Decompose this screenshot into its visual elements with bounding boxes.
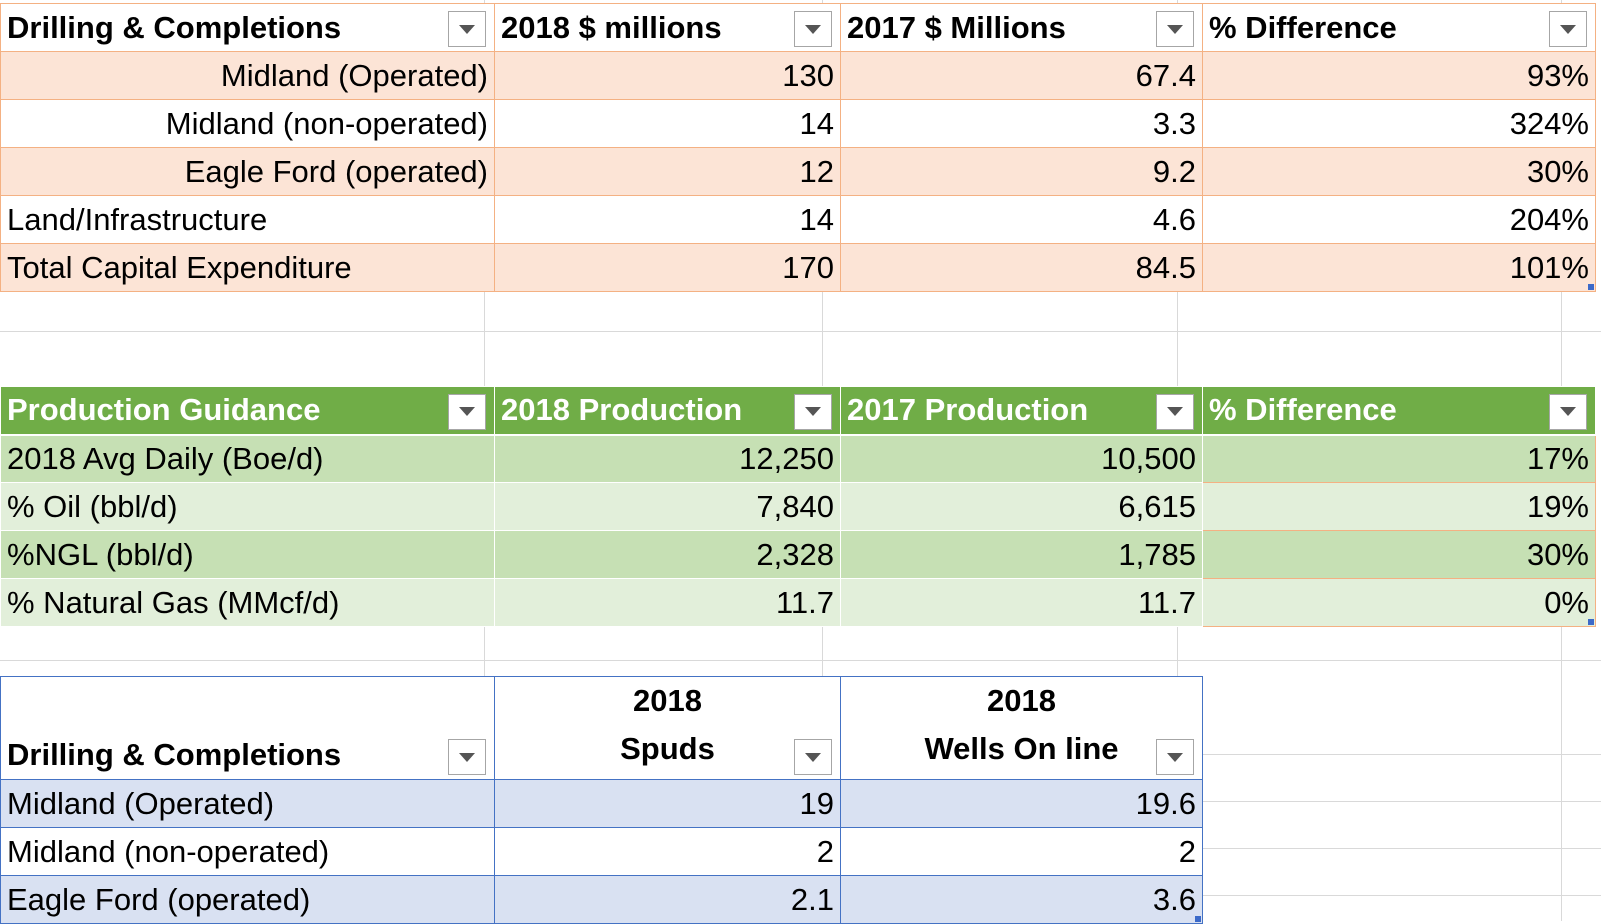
capex-header-cell[interactable]: % Difference (1202, 3, 1596, 52)
table-row: Midland (Operated) 130 67.4 93% (0, 51, 1596, 100)
table-row: Eagle Ford (operated) 2.1 3.6 (0, 875, 1203, 924)
value-cell[interactable]: 84.5 (840, 243, 1203, 292)
value-cell[interactable]: 67.4 (840, 51, 1203, 100)
wells-header-cell[interactable]: 2018 Spuds (494, 676, 841, 780)
production-header-row: Production Guidance 2018 Production 2017… (0, 386, 1596, 436)
capex-table: Drilling & Completions 2018 $ millions 2… (0, 3, 1596, 292)
production-header-cell[interactable]: % Difference (1202, 386, 1596, 436)
row-label-cell[interactable]: Total Capital Expenditure (0, 243, 495, 292)
filter-dropdown-icon[interactable] (794, 11, 832, 47)
row-label-cell[interactable]: 2018 Avg Daily (Boe/d) (0, 434, 495, 483)
value-cell[interactable]: 17% (1202, 434, 1596, 483)
value-cell[interactable]: 4.6 (840, 195, 1203, 244)
production-table: Production Guidance 2018 Production 2017… (0, 386, 1596, 627)
filter-dropdown-icon[interactable] (1549, 11, 1587, 47)
wells-header-cell[interactable]: Drilling & Completions (0, 676, 495, 780)
value-cell[interactable]: 130 (494, 51, 841, 100)
value-cell[interactable]: 30% (1202, 530, 1596, 579)
table-row: Land/Infrastructure 14 4.6 204% (0, 195, 1596, 244)
value-cell[interactable]: 11.7 (840, 578, 1203, 627)
table-row: Midland (non-operated) 2 2 (0, 827, 1203, 876)
value-cell[interactable]: 1,785 (840, 530, 1203, 579)
capex-header-cell[interactable]: 2018 $ millions (494, 3, 841, 52)
production-header-cell[interactable]: Production Guidance (0, 386, 495, 436)
row-label-cell[interactable]: %NGL (bbl/d) (0, 530, 495, 579)
wells-header-row: Drilling & Completions 2018 Spuds 2018 Wel… (0, 676, 1203, 780)
production-header-cell[interactable]: 2018 Production (494, 386, 841, 436)
capex-header-cell[interactable]: Drilling & Completions (0, 3, 495, 52)
value-cell[interactable]: 101% (1202, 243, 1596, 292)
filter-dropdown-icon[interactable] (1549, 393, 1587, 430)
value-cell[interactable]: 2 (494, 827, 841, 876)
value-cell[interactable]: 93% (1202, 51, 1596, 100)
value-cell[interactable]: 204% (1202, 195, 1596, 244)
value-cell[interactable]: 324% (1202, 99, 1596, 148)
table-row: 2018 Avg Daily (Boe/d) 12,250 10,500 17% (0, 434, 1596, 483)
filter-dropdown-icon[interactable] (1156, 739, 1194, 775)
row-label-cell[interactable]: Midland (non-operated) (0, 827, 495, 876)
filter-dropdown-icon[interactable] (448, 739, 486, 775)
row-label-cell[interactable]: Eagle Ford (operated) (0, 147, 495, 196)
row-label-cell[interactable]: % Natural Gas (MMcf/d) (0, 578, 495, 627)
value-cell[interactable]: 6,615 (840, 482, 1203, 531)
value-cell[interactable]: 14 (494, 195, 841, 244)
row-label-cell[interactable]: Eagle Ford (operated) (0, 875, 495, 924)
table-row: % Oil (bbl/d) 7,840 6,615 19% (0, 482, 1596, 531)
table-row: Total Capital Expenditure 170 84.5 101% (0, 243, 1596, 292)
filter-dropdown-icon[interactable] (1156, 11, 1194, 47)
value-cell[interactable]: 19% (1202, 482, 1596, 531)
value-cell[interactable]: 30% (1202, 147, 1596, 196)
wells-table: Drilling & Completions 2018 Spuds 2018 Wel… (0, 676, 1203, 924)
table-row: % Natural Gas (MMcf/d) 11.7 11.7 0% (0, 578, 1596, 627)
table-row: %NGL (bbl/d) 2,328 1,785 30% (0, 530, 1596, 579)
row-label-cell[interactable]: Land/Infrastructure (0, 195, 495, 244)
filter-dropdown-icon[interactable] (794, 739, 832, 775)
filter-dropdown-icon[interactable] (448, 11, 486, 47)
table-row: Eagle Ford (operated) 12 9.2 30% (0, 147, 1596, 196)
value-cell[interactable]: 19.6 (840, 779, 1203, 828)
value-cell[interactable]: 7,840 (494, 482, 841, 531)
value-cell[interactable]: 2 (840, 827, 1203, 876)
filter-dropdown-icon[interactable] (794, 393, 832, 430)
filter-dropdown-icon[interactable] (1156, 393, 1194, 430)
table-resize-handle-icon[interactable] (1588, 284, 1594, 290)
table-row: Midland (non-operated) 14 3.3 324% (0, 99, 1596, 148)
value-cell[interactable]: 2.1 (494, 875, 841, 924)
row-label-cell[interactable]: Midland (Operated) (0, 779, 495, 828)
wells-header-cell[interactable]: 2018 Wells On line (840, 676, 1203, 780)
value-cell[interactable]: 0% (1202, 578, 1596, 627)
value-cell[interactable]: 11.7 (494, 578, 841, 627)
value-cell[interactable]: 10,500 (840, 434, 1203, 483)
value-cell[interactable]: 2,328 (494, 530, 841, 579)
table-row: Midland (Operated) 19 19.6 (0, 779, 1203, 828)
capex-header-cell[interactable]: 2017 $ Millions (840, 3, 1203, 52)
table-resize-handle-icon[interactable] (1588, 619, 1594, 625)
value-cell[interactable]: 9.2 (840, 147, 1203, 196)
filter-dropdown-icon[interactable] (448, 393, 486, 430)
value-cell[interactable]: 14 (494, 99, 841, 148)
value-cell[interactable]: 3.6 (840, 875, 1203, 924)
row-label-cell[interactable]: Midland (Operated) (0, 51, 495, 100)
value-cell[interactable]: 12,250 (494, 434, 841, 483)
table-resize-handle-icon[interactable] (1195, 916, 1201, 922)
value-cell[interactable]: 3.3 (840, 99, 1203, 148)
row-label-cell[interactable]: Midland (non-operated) (0, 99, 495, 148)
capex-header-row: Drilling & Completions 2018 $ millions 2… (0, 3, 1596, 52)
production-header-cell[interactable]: 2017 Production (840, 386, 1203, 436)
value-cell[interactable]: 170 (494, 243, 841, 292)
value-cell[interactable]: 19 (494, 779, 841, 828)
value-cell[interactable]: 12 (494, 147, 841, 196)
row-label-cell[interactable]: % Oil (bbl/d) (0, 482, 495, 531)
